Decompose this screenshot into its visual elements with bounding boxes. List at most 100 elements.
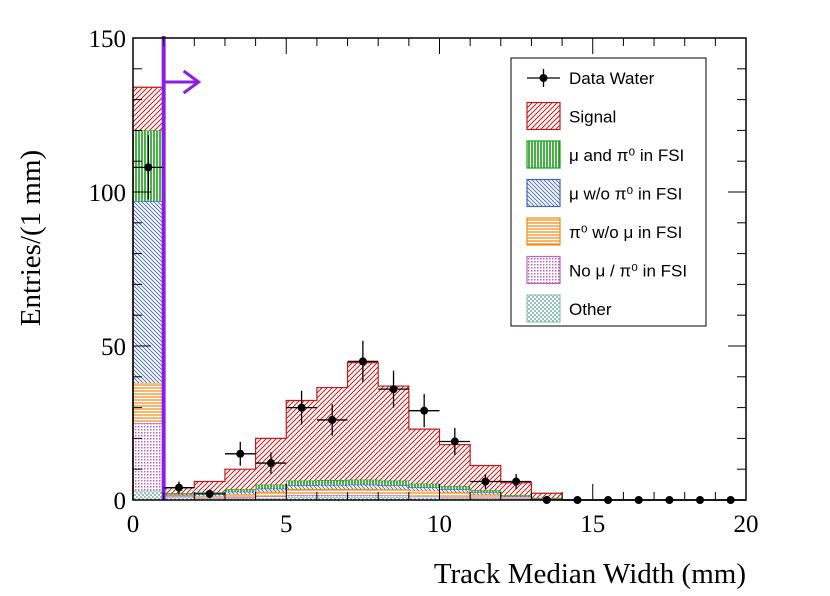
bar-4-3	[224, 489, 256, 492]
bar-1-3	[224, 497, 256, 499]
bar-3-4	[255, 488, 287, 492]
legend-swatch	[526, 101, 561, 131]
bar-1-0	[133, 423, 164, 491]
y-tick-label: 0	[114, 488, 127, 515]
legend-label: π⁰ w/o μ in FSI	[569, 223, 682, 242]
bar-0-10	[439, 498, 471, 500]
bar-2-0	[133, 382, 164, 423]
bar-4-5	[286, 480, 317, 486]
bar-1-5	[286, 495, 317, 497]
data-marker	[389, 385, 398, 394]
data-point	[500, 473, 532, 490]
legend-item: π⁰ w/o μ in FSI	[526, 217, 682, 246]
legend-swatch	[526, 178, 561, 208]
data-point	[439, 428, 471, 455]
bar-3-6	[316, 484, 348, 489]
bar-3-1	[163, 493, 195, 496]
legend-item: No μ / π⁰ in FSI	[526, 255, 687, 285]
bar-2-11	[470, 494, 501, 498]
legend-item: Data Water	[527, 69, 655, 88]
legend-marker	[539, 74, 548, 82]
legend-label: μ and π⁰ in FSI	[569, 146, 684, 165]
data-marker	[205, 489, 214, 498]
bar-2-5	[286, 488, 317, 496]
bar-2-7	[347, 488, 379, 496]
data-marker	[174, 483, 183, 492]
data-marker	[512, 477, 521, 486]
legend-label: Other	[569, 300, 612, 319]
data-point	[255, 452, 287, 474]
bar-0-2	[194, 498, 225, 500]
bar-2-9	[408, 490, 440, 496]
bar-2-8	[378, 489, 409, 496]
bar-4-10	[439, 486, 471, 490]
data-marker	[236, 449, 245, 458]
legend-swatch	[526, 140, 561, 169]
data-point	[378, 370, 409, 408]
bar-2-12	[500, 496, 532, 499]
bar-5-13	[531, 493, 563, 498]
bar-5-3	[224, 469, 256, 490]
bar-4-7	[347, 479, 379, 485]
data-marker	[328, 415, 337, 424]
y-axis-label: Entries/(1 mm)	[15, 150, 47, 326]
legend: Data Water Signal μ and π⁰ in FSI μ w/o π⁰ …	[510, 57, 707, 327]
y-tick-label: 100	[89, 180, 127, 207]
bar-3-8	[378, 485, 409, 490]
legend-swatch	[526, 255, 561, 285]
bar-2-3	[224, 494, 256, 498]
legend-label: μ w/o π⁰ in FSI	[569, 185, 682, 204]
x-axis-label: Track Median Width (mm)	[434, 558, 746, 590]
y-tick-label: 150	[89, 26, 127, 53]
legend-item: Other	[526, 294, 612, 323]
legend-item: Signal	[526, 101, 616, 131]
bar-5-7	[347, 362, 379, 480]
data-marker	[481, 477, 490, 486]
legend-item: μ and π⁰ in FSI	[526, 140, 684, 169]
legend-item: μ w/o π⁰ in FSI	[526, 178, 682, 208]
cut-arrow-head	[182, 69, 202, 95]
data-point	[347, 340, 379, 383]
legend-swatch	[526, 217, 561, 246]
bar-1-8	[378, 495, 409, 497]
data-point	[286, 390, 317, 425]
bar-1-4	[255, 496, 287, 498]
bar-1-7	[347, 495, 379, 497]
bar-3-9	[408, 487, 440, 491]
data-point	[316, 404, 348, 436]
bar-0-1	[163, 496, 195, 500]
bar-0-7	[347, 496, 379, 500]
bar-0-5	[286, 496, 317, 500]
bar-0-6	[316, 496, 348, 500]
bar-2-6	[316, 488, 348, 496]
bar-0-8	[378, 496, 409, 500]
x-tick-label: 10	[427, 511, 452, 538]
data-marker	[420, 406, 429, 415]
data-marker	[358, 357, 367, 366]
bar-5-2	[194, 481, 225, 493]
x-tick-label: 15	[580, 511, 605, 538]
bar-5-9	[408, 429, 440, 484]
bar-3-11	[470, 492, 501, 495]
bar-3-5	[286, 485, 317, 489]
legend-label: No μ / π⁰ in FSI	[569, 262, 687, 281]
x-tick-label: 5	[280, 511, 293, 538]
data-point	[194, 489, 225, 499]
bar-3-0	[133, 201, 164, 383]
bar-4-8	[378, 480, 409, 486]
data-marker	[144, 163, 153, 172]
data-point	[408, 394, 440, 428]
bar-1-6	[316, 495, 348, 497]
bar-2-4	[255, 491, 287, 497]
bar-5-0	[133, 87, 164, 131]
bar-0-9	[408, 497, 440, 500]
y-tick-label: 50	[101, 334, 126, 361]
x-tick-label: 20	[734, 511, 759, 538]
bar-0-11	[470, 498, 501, 500]
legend-label: Signal	[569, 108, 616, 127]
data-point	[470, 473, 501, 490]
legend-label: Data Water	[569, 69, 655, 88]
bar-4-6	[316, 479, 348, 485]
data-marker	[450, 437, 459, 446]
